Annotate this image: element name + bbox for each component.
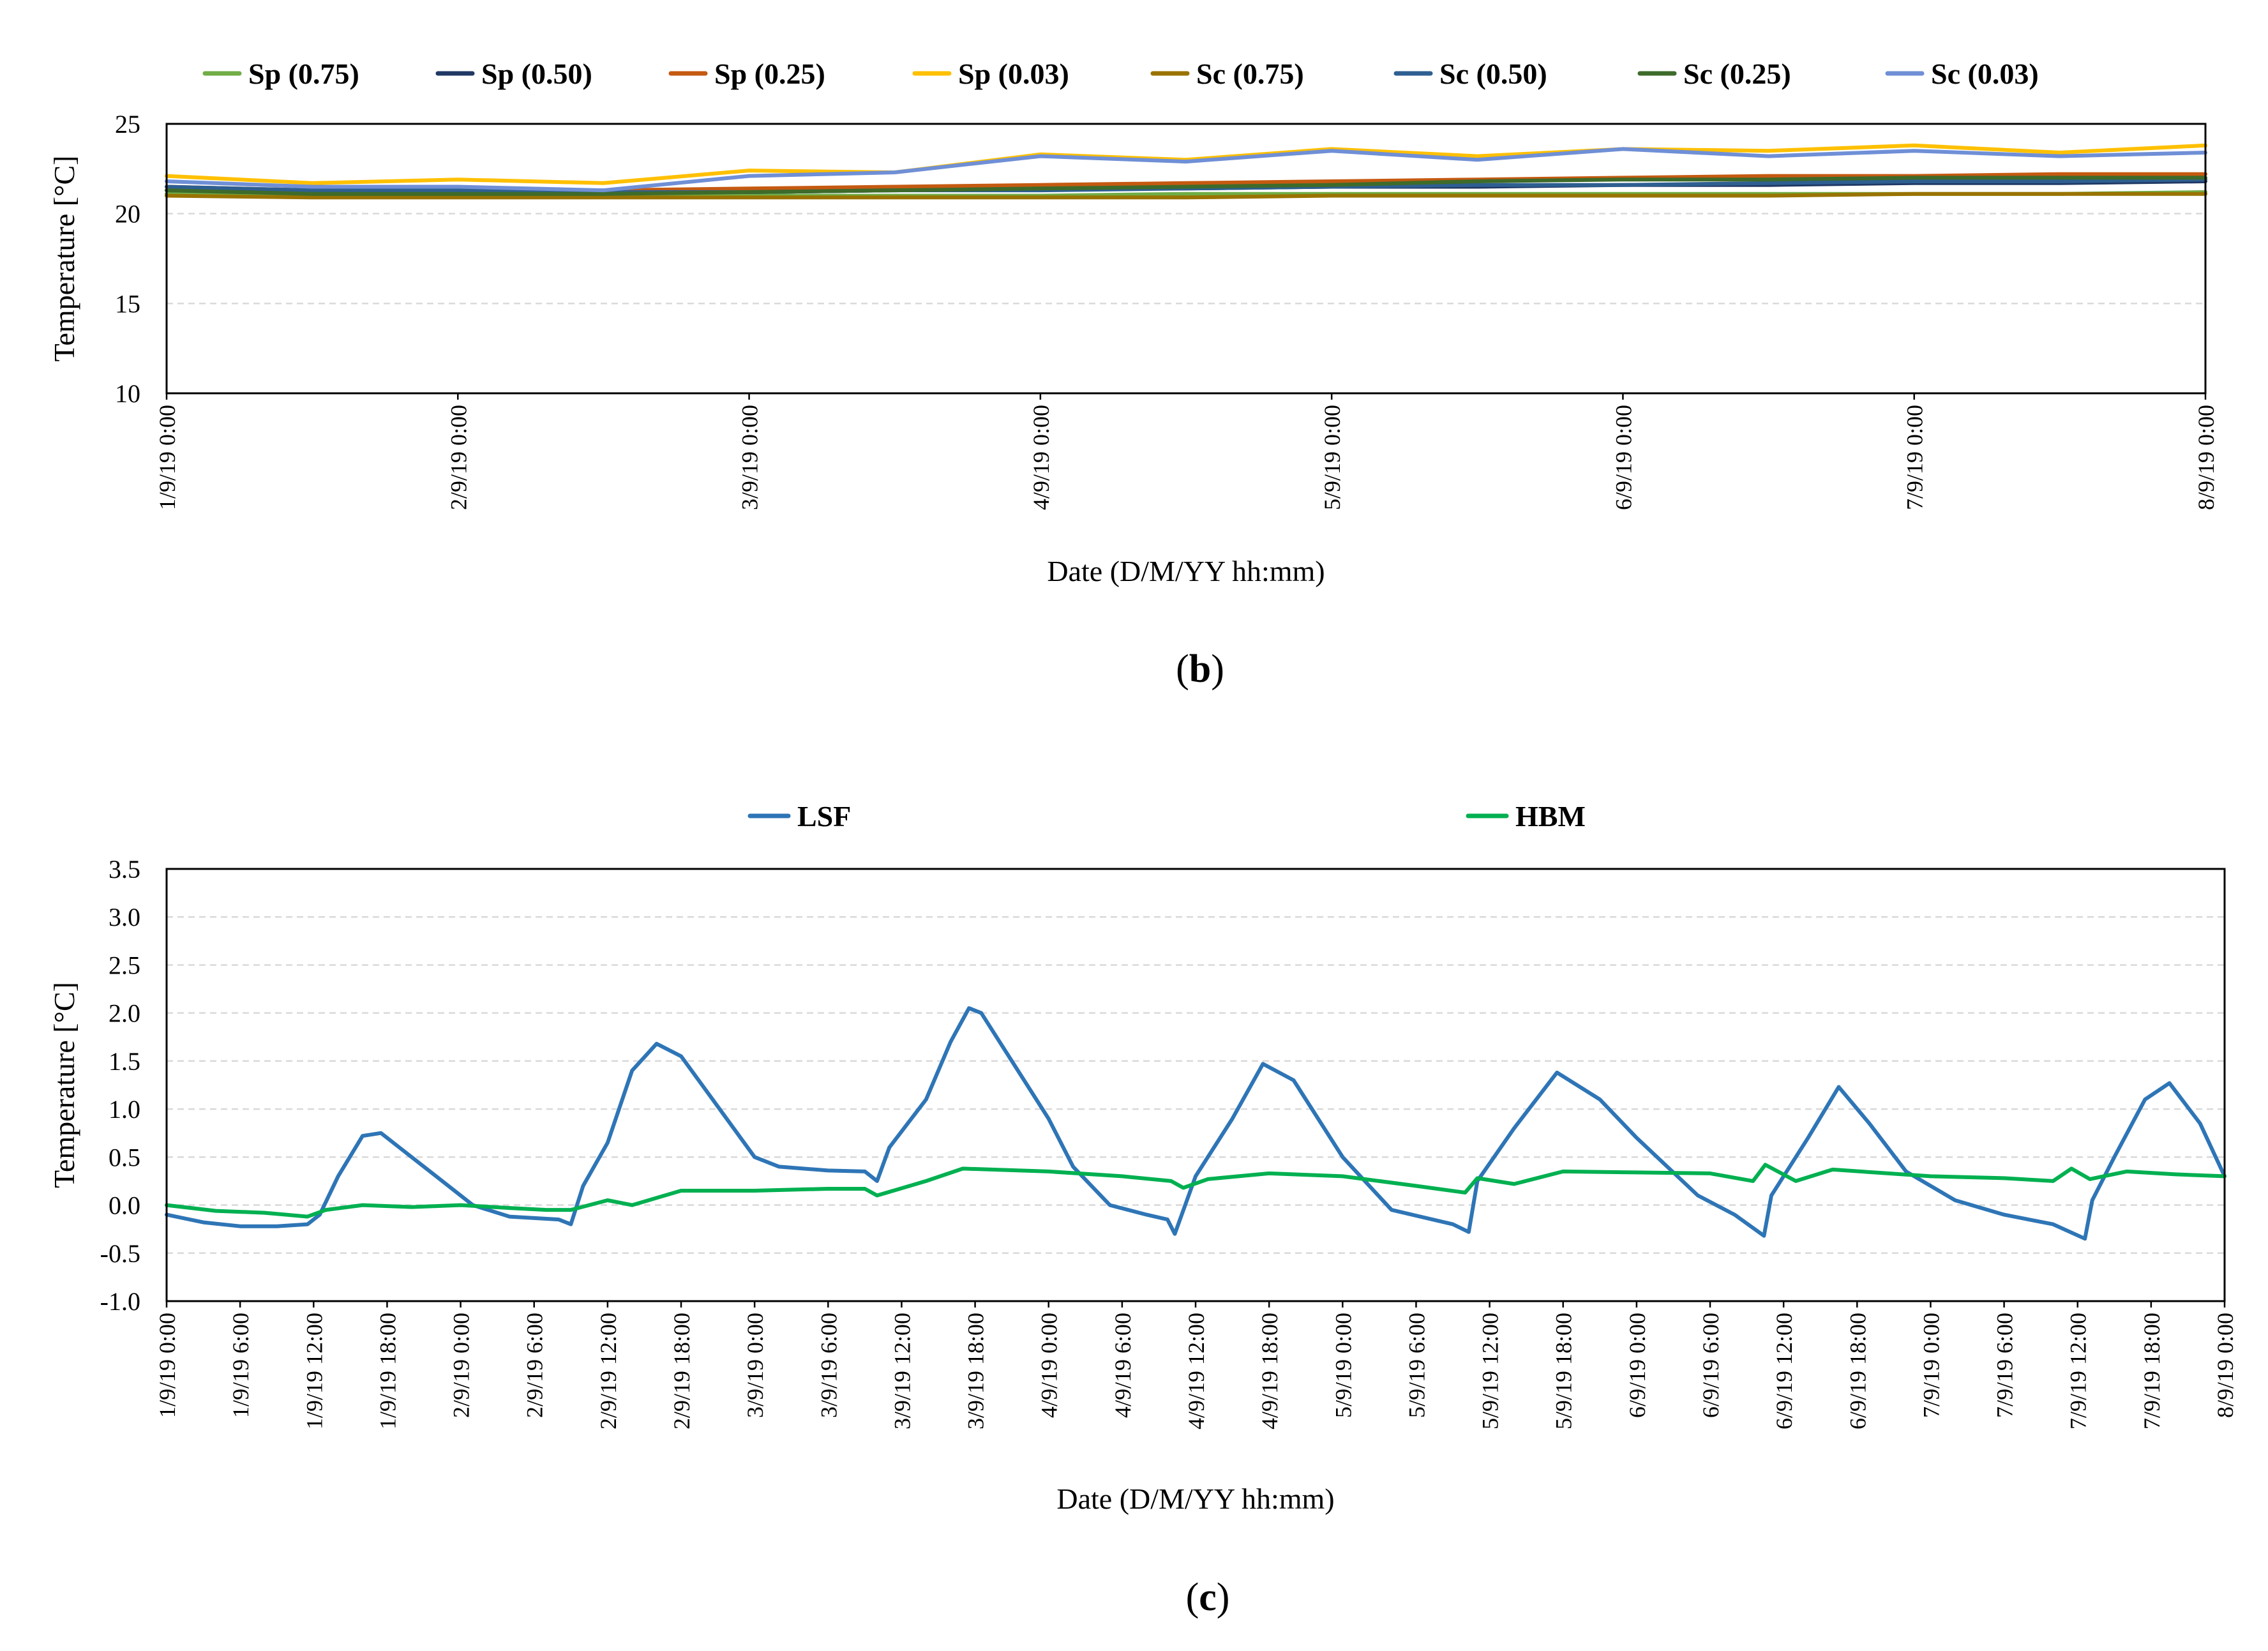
caption-open-paren: ( — [1176, 647, 1189, 691]
x-tick-label: 4/9/19 12:00 — [1183, 1313, 1209, 1429]
x-tick-label: 1/9/19 12:00 — [301, 1313, 327, 1429]
x-tick-label: 2/9/19 0:00 — [446, 405, 471, 510]
series-line-sc-0-75 — [165, 192, 2207, 200]
x-tick-label: 6/9/19 12:00 — [1771, 1313, 1797, 1429]
x-tick-label: 5/9/19 0:00 — [1330, 1313, 1356, 1418]
x-tick-label: 7/9/19 0:00 — [1918, 1313, 1944, 1418]
plot-area-frame — [165, 123, 2207, 395]
legend-label: Sp (0.75) — [248, 57, 359, 90]
x-tick-label: 1/9/19 0:00 — [154, 1313, 180, 1418]
legend-label: Sc (0.75) — [1196, 57, 1304, 90]
x-tick-label: 6/9/19 0:00 — [1611, 405, 1636, 510]
caption-close-paren: ) — [1211, 647, 1224, 691]
chart-b: 10 15 20 25 1/9/19 0:00 2/9/19 0:00 3/9/19 0:0… — [48, 57, 2219, 691]
y-axis-title: Temperature [°C] — [48, 156, 80, 362]
legend-label: Sc (0.50) — [1439, 57, 1547, 90]
chart-c: -1.0 -0.5 0.0 0.5 1.0 1.5 2.0 2.5 3.0 3.5 1/9/19 0… — [48, 800, 2238, 1619]
x-tick-label: 4/9/19 18:00 — [1257, 1313, 1282, 1429]
legend-item: Sc (0.75) — [1150, 57, 1304, 90]
x-tick-label: 8/9/19 0:00 — [2212, 1313, 2238, 1418]
x-tick-label: 4/9/19 0:00 — [1028, 405, 1054, 510]
x-tick-label: 7/9/19 6:00 — [1992, 1313, 2018, 1418]
x-tick-label: 5/9/19 12:00 — [1478, 1313, 1503, 1429]
x-tick-label: 7/9/19 0:00 — [1902, 405, 1928, 510]
y-axis-title: Temperature [°C] — [48, 982, 80, 1188]
y-tick-label: -0.5 — [100, 1239, 140, 1268]
legend-item: Sp (0.75) — [202, 57, 359, 90]
x-tick-label: 5/9/19 6:00 — [1404, 1313, 1429, 1418]
x-tick-label: 6/9/19 0:00 — [1625, 1313, 1650, 1418]
y-tick-label: 1.0 — [109, 1095, 140, 1124]
y-tick-label: 25 — [115, 110, 140, 139]
y-tick-label: 15 — [115, 289, 140, 318]
legend-item: Sp (0.25) — [668, 57, 825, 90]
y-tick-label: 0.5 — [109, 1143, 140, 1172]
x-tick-label: 5/9/19 18:00 — [1551, 1313, 1577, 1429]
y-tick-label: 1.5 — [109, 1047, 140, 1076]
x-tick-label: 7/9/19 12:00 — [2066, 1313, 2091, 1429]
x-tick-label: 6/9/19 18:00 — [1845, 1313, 1870, 1429]
legend-label: Sp (0.03) — [958, 57, 1069, 90]
x-tick-label: 3/9/19 6:00 — [816, 1313, 841, 1418]
y-tick-label: 0.0 — [109, 1191, 140, 1220]
x-tick-label: 2/9/19 18:00 — [669, 1313, 695, 1429]
x-tick-label: 8/9/19 0:00 — [2193, 405, 2219, 510]
caption-open-paren: ( — [1186, 1576, 1199, 1619]
series-line-lsf — [165, 1006, 2227, 1241]
legend-item: HBM — [1466, 800, 1586, 833]
x-tick-label: 5/9/19 0:00 — [1319, 405, 1345, 510]
legend-item: Sc (0.50) — [1393, 57, 1547, 90]
x-tick-label: 3/9/19 18:00 — [963, 1313, 989, 1429]
x-tick-label: 2/9/19 0:00 — [449, 1313, 474, 1418]
figure-caption: (b) — [1176, 647, 1224, 691]
y-tick-label: -1.0 — [100, 1287, 140, 1316]
legend-label: HBM — [1515, 800, 1586, 833]
x-axis-title: Date (D/M/YY hh:mm) — [1056, 1482, 1334, 1515]
legend-item: Sc (0.03) — [1885, 57, 2039, 90]
y-tick-label: 2.0 — [109, 999, 140, 1028]
legend-label: LSF — [797, 800, 851, 833]
caption-letter: b — [1189, 647, 1211, 691]
y-tick-label: 10 — [115, 379, 140, 408]
x-tick-label: 1/9/19 0:00 — [154, 405, 180, 510]
y-tick-label: 2.5 — [109, 951, 140, 979]
legend-label: Sp (0.50) — [481, 57, 592, 90]
x-tick-label: 6/9/19 6:00 — [1698, 1313, 1724, 1418]
legend-item: Sp (0.03) — [912, 57, 1069, 90]
x-tick-label: 2/9/19 12:00 — [596, 1313, 621, 1429]
caption-close-paren: ) — [1217, 1576, 1230, 1619]
legend-label: Sc (0.25) — [1683, 57, 1791, 90]
x-tick-label: 3/9/19 12:00 — [889, 1313, 915, 1429]
x-tick-label: 4/9/19 0:00 — [1037, 1313, 1062, 1418]
legend-item: LSF — [747, 800, 851, 833]
legend-label: Sp (0.25) — [714, 57, 825, 90]
legend-label: Sc (0.03) — [1931, 57, 2039, 90]
x-tick-label: 1/9/19 18:00 — [375, 1313, 400, 1429]
y-tick-label: 3.0 — [109, 903, 140, 931]
y-tick-label: 3.5 — [109, 855, 140, 884]
x-tick-label: 3/9/19 0:00 — [737, 405, 763, 510]
legend-item: Sp (0.50) — [435, 57, 592, 90]
series-line-sc-0-03 — [165, 147, 2207, 193]
y-tick-label: 20 — [115, 200, 140, 229]
x-tick-label: 1/9/19 6:00 — [228, 1313, 253, 1418]
series-line-sc-0-25 — [165, 176, 2207, 196]
x-tick-label: 3/9/19 0:00 — [742, 1313, 768, 1418]
x-axis-title: Date (D/M/YY hh:mm) — [1047, 555, 1325, 587]
figure-caption: (c) — [1186, 1576, 1230, 1619]
legend-item: Sc (0.25) — [1637, 57, 1791, 90]
caption-letter: c — [1199, 1576, 1217, 1619]
x-tick-label: 2/9/19 6:00 — [522, 1313, 548, 1418]
x-tick-label: 4/9/19 6:00 — [1110, 1313, 1136, 1418]
x-tick-label: 7/9/19 18:00 — [2139, 1313, 2165, 1429]
series-line-hbm — [165, 1163, 2227, 1219]
